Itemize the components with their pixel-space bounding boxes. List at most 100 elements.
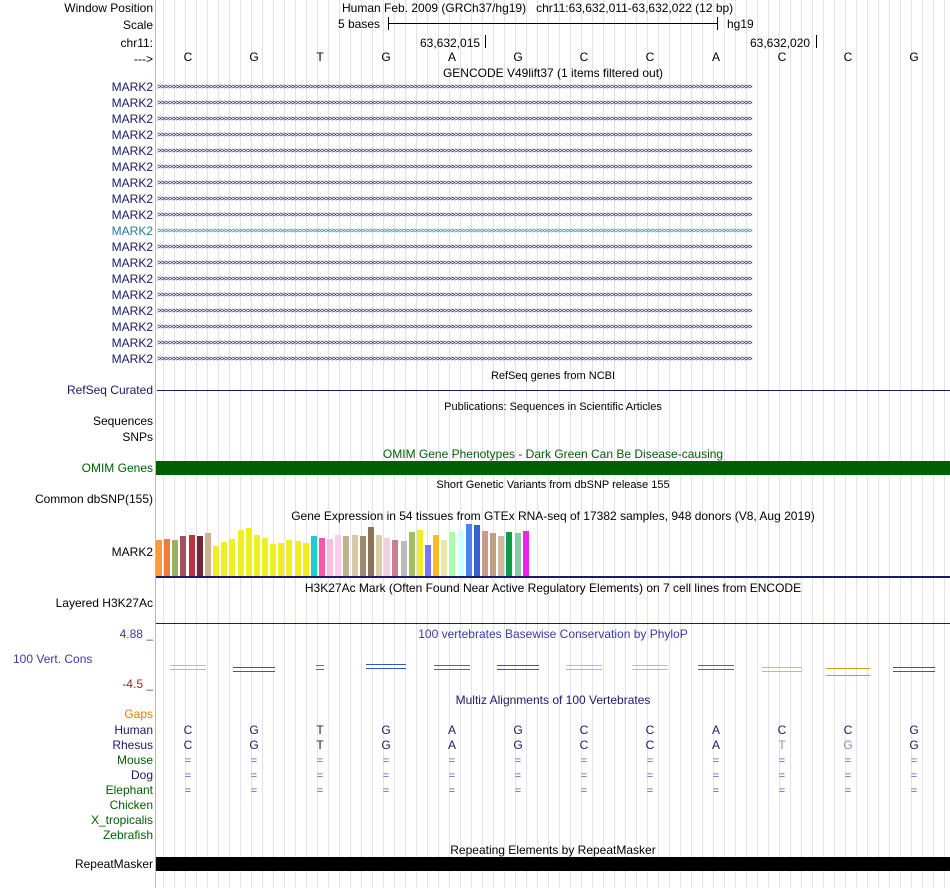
- rmsk-title[interactable]: Repeating Elements by RepeatMasker: [450, 843, 656, 857]
- refseq-label[interactable]: RefSeq Curated: [66, 383, 153, 397]
- gencode-transcript-label[interactable]: MARK2: [111, 208, 153, 222]
- gencode-transcript-feature[interactable]: >>>>>>>>>>>>>>>>>>>>>>>>>>>>>>>>>>>>>>>>…: [157, 242, 753, 251]
- gencode-transcript-label[interactable]: MARK2: [111, 272, 153, 286]
- gtex-tissue-bar[interactable]: [506, 532, 513, 576]
- species-label-dog[interactable]: Dog: [130, 768, 153, 782]
- gencode-transcript-label[interactable]: MARK2: [111, 224, 153, 238]
- sequences-label[interactable]: Sequences: [92, 414, 153, 428]
- gtex-tissue-bar[interactable]: [156, 540, 162, 576]
- gencode-transcript-feature[interactable]: >>>>>>>>>>>>>>>>>>>>>>>>>>>>>>>>>>>>>>>>…: [157, 146, 753, 155]
- rmsk-bar[interactable]: [156, 857, 950, 871]
- species-label-elephant[interactable]: Elephant: [105, 783, 153, 797]
- dbsnp-label[interactable]: Common dbSNP(155): [34, 492, 153, 506]
- gtex-tissue-bar[interactable]: [327, 539, 334, 576]
- gencode-transcript-label[interactable]: MARK2: [111, 336, 153, 350]
- refseq-gene-line[interactable]: [157, 390, 950, 391]
- gencode-transcript-feature[interactable]: >>>>>>>>>>>>>>>>>>>>>>>>>>>>>>>>>>>>>>>>…: [157, 338, 753, 347]
- gtex-tissue-bar[interactable]: [213, 546, 220, 576]
- gtex-tissue-bar[interactable]: [392, 540, 399, 576]
- h3k27-label[interactable]: Layered H3K27Ac: [55, 596, 153, 610]
- gtex-tissue-bar[interactable]: [310, 536, 317, 576]
- gtex-tissue-bar[interactable]: [335, 535, 342, 576]
- gtex-tissue-bar[interactable]: [286, 540, 293, 576]
- gencode-transcript-label[interactable]: MARK2: [111, 192, 153, 206]
- gtex-tissue-bar[interactable]: [294, 541, 301, 576]
- pubs-title[interactable]: Publications: Sequences in Scientific Ar…: [444, 401, 662, 413]
- cons-title[interactable]: 100 vertebrates Basewise Conservation by…: [418, 627, 688, 641]
- gencode-transcript-feature[interactable]: >>>>>>>>>>>>>>>>>>>>>>>>>>>>>>>>>>>>>>>>…: [157, 210, 753, 219]
- gtex-tissue-bar[interactable]: [245, 528, 252, 576]
- omim-gene-bar[interactable]: [156, 461, 950, 475]
- gencode-transcript-label[interactable]: MARK2: [111, 240, 153, 254]
- gtex-tissue-bar[interactable]: [473, 525, 480, 576]
- gtex-tissue-bar[interactable]: [400, 541, 407, 576]
- multiz-title[interactable]: Multiz Alignments of 100 Vertebrates: [455, 693, 651, 707]
- gtex-tissue-bar[interactable]: [261, 538, 268, 576]
- gtex-tissue-bar[interactable]: [253, 535, 260, 576]
- cons-label[interactable]: 100 Vert. Cons: [13, 652, 93, 666]
- gtex-tissue-bar[interactable]: [376, 535, 383, 576]
- gencode-transcript-label[interactable]: MARK2: [111, 160, 153, 174]
- gtex-tissue-bar[interactable]: [367, 527, 374, 576]
- gencode-transcript-feature[interactable]: >>>>>>>>>>>>>>>>>>>>>>>>>>>>>>>>>>>>>>>>…: [157, 178, 753, 187]
- gtex-tissue-bar[interactable]: [359, 536, 366, 576]
- gencode-transcript-feature[interactable]: >>>>>>>>>>>>>>>>>>>>>>>>>>>>>>>>>>>>>>>>…: [157, 194, 753, 203]
- snps-label[interactable]: SNPs: [122, 430, 153, 444]
- dbsnp-title[interactable]: Short Genetic Variants from dbSNP releas…: [436, 479, 670, 491]
- gtex-tissue-bar[interactable]: [408, 532, 415, 576]
- gtex-tissue-bar[interactable]: [319, 538, 325, 576]
- gtex-tissue-bar[interactable]: [498, 536, 505, 576]
- gtex-tissue-bar[interactable]: [188, 535, 195, 576]
- gencode-title[interactable]: GENCODE V49lift37 (1 items filtered out): [442, 66, 664, 80]
- omim-label[interactable]: OMIM Genes: [81, 461, 153, 475]
- gtex-tissue-bar[interactable]: [433, 535, 440, 576]
- gaps-label[interactable]: Gaps: [124, 707, 153, 721]
- gtex-label[interactable]: MARK2: [111, 545, 153, 559]
- gtex-tissue-bar[interactable]: [449, 532, 456, 576]
- gencode-transcript-label[interactable]: MARK2: [111, 320, 153, 334]
- species-label-zebrafish[interactable]: Zebrafish: [102, 828, 153, 842]
- gencode-transcript-feature[interactable]: >>>>>>>>>>>>>>>>>>>>>>>>>>>>>>>>>>>>>>>>…: [157, 98, 753, 107]
- gtex-tissue-bar[interactable]: [424, 545, 431, 576]
- h3k27-title[interactable]: H3K27Ac Mark (Often Found Near Active Re…: [304, 581, 802, 595]
- gtex-tissue-bar[interactable]: [278, 543, 285, 576]
- gencode-transcript-label[interactable]: MARK2: [111, 96, 153, 110]
- gtex-title[interactable]: Gene Expression in 54 tissues from GTEx …: [291, 509, 815, 523]
- gencode-transcript-feature[interactable]: >>>>>>>>>>>>>>>>>>>>>>>>>>>>>>>>>>>>>>>>…: [157, 354, 753, 363]
- gtex-tissue-bar[interactable]: [416, 530, 423, 576]
- gtex-tissue-bar[interactable]: [441, 540, 448, 576]
- gencode-transcript-feature[interactable]: >>>>>>>>>>>>>>>>>>>>>>>>>>>>>>>>>>>>>>>>…: [157, 274, 753, 283]
- gtex-tissue-bar[interactable]: [270, 544, 277, 576]
- gencode-transcript-feature[interactable]: >>>>>>>>>>>>>>>>>>>>>>>>>>>>>>>>>>>>>>>>…: [157, 258, 753, 267]
- species-label-mouse[interactable]: Mouse: [116, 753, 153, 767]
- gencode-transcript-label[interactable]: MARK2: [111, 144, 153, 158]
- gencode-transcript-feature[interactable]: >>>>>>>>>>>>>>>>>>>>>>>>>>>>>>>>>>>>>>>>…: [157, 130, 753, 139]
- gtex-tissue-bar[interactable]: [204, 533, 211, 576]
- gencode-transcript-label[interactable]: MARK2: [111, 288, 153, 302]
- gtex-tissue-bar[interactable]: [172, 540, 179, 576]
- assembly-name[interactable]: Human Feb. 2009 (GRCh37/hg19) chr11:63,6…: [342, 1, 734, 15]
- gencode-transcript-label[interactable]: MARK2: [111, 176, 153, 190]
- gtex-tissue-bar[interactable]: [221, 542, 228, 576]
- gtex-tissue-bar[interactable]: [457, 531, 464, 576]
- gencode-transcript-label[interactable]: MARK2: [111, 304, 153, 318]
- gtex-tissue-bar[interactable]: [302, 543, 309, 576]
- gtex-tissue-bar[interactable]: [482, 531, 488, 576]
- gtex-tissue-bar[interactable]: [343, 536, 350, 576]
- gencode-transcript-feature[interactable]: >>>>>>>>>>>>>>>>>>>>>>>>>>>>>>>>>>>>>>>>…: [157, 226, 753, 235]
- species-label-human[interactable]: Human: [114, 723, 153, 737]
- gencode-transcript-feature[interactable]: >>>>>>>>>>>>>>>>>>>>>>>>>>>>>>>>>>>>>>>>…: [157, 114, 753, 123]
- gtex-tissue-bar[interactable]: [164, 539, 171, 576]
- gtex-tissue-bar[interactable]: [522, 531, 529, 576]
- rmsk-label[interactable]: RepeatMasker: [74, 857, 153, 871]
- gtex-tissue-bar[interactable]: [229, 539, 236, 576]
- gencode-transcript-label[interactable]: MARK2: [111, 256, 153, 270]
- gtex-tissue-bar[interactable]: [490, 533, 497, 576]
- species-label-rhesus[interactable]: Rhesus: [112, 738, 153, 752]
- gencode-transcript-feature[interactable]: >>>>>>>>>>>>>>>>>>>>>>>>>>>>>>>>>>>>>>>>…: [157, 162, 753, 171]
- gencode-transcript-label[interactable]: MARK2: [111, 352, 153, 366]
- gencode-transcript-feature[interactable]: >>>>>>>>>>>>>>>>>>>>>>>>>>>>>>>>>>>>>>>>…: [157, 290, 753, 299]
- omim-title[interactable]: OMIM Gene Phenotypes - Dark Green Can Be…: [382, 447, 724, 461]
- gencode-transcript-label[interactable]: MARK2: [111, 80, 153, 94]
- gtex-tissue-bar[interactable]: [237, 530, 244, 576]
